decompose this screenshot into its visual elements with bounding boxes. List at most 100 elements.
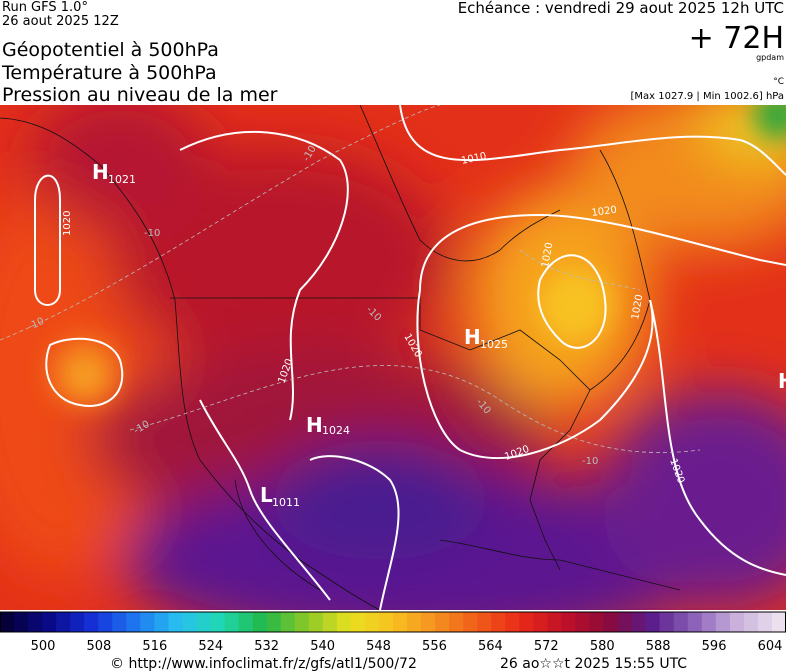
colorbar-label: 588 [646,639,671,654]
run-date: 26 aout 2025 12Z [2,14,119,29]
isotherms [0,105,701,453]
colorbar-swatch [336,612,352,632]
isobar-label: 1010 [460,151,487,167]
colorbar-swatch [98,612,113,632]
colorbar-swatch [56,612,71,632]
colorbar-swatch [743,612,759,632]
colorbar-swatch [421,612,436,632]
colorbar-swatch [70,612,85,632]
colorbar-swatch [378,612,394,632]
colorbar-swatch [14,612,29,632]
high-value: 1025 [480,338,508,351]
footer-source: © http://www.infoclimat.fr/z/gfs/atl1/50… [110,656,417,672]
footer-time: 26 ao☆☆t 2025 15:55 UTC [500,656,687,672]
colorbar-label: 572 [534,639,559,654]
colorbar-swatch [617,612,633,632]
colorbar-swatch [715,612,731,632]
unit-temperature: °C [773,77,784,87]
colorbar-swatch [224,612,240,632]
colorbar-label: 532 [254,639,279,654]
colorbar-swatch [645,612,661,632]
title-line: Température à 500hPa [1,62,217,84]
colorbar-swatch [547,612,562,632]
isobar-label: 1020 [62,211,73,236]
colorbar-swatch [210,612,226,632]
colorbar-label: 516 [142,639,167,654]
map-area: H 1021 H 1025 H 1024 L 1011 H 1020 1010 … [0,105,786,610]
low-symbol: L [260,483,273,507]
colorbar-swatch [393,612,408,632]
colorbar-swatch [350,612,366,632]
colorbar-swatch [771,612,786,632]
colorbar-swatch [294,612,310,632]
colorbar-swatch [112,612,127,632]
colorbar-swatch [322,612,338,632]
colorbar [0,611,786,633]
forecast-time: Echéance : vendredi 29 aout 2025 12h UTC [458,0,784,17]
colorbar-swatch [701,612,717,632]
high-symbol: H [778,369,786,393]
colorbar-swatch [364,612,380,632]
colorbar-swatch [238,612,254,632]
colorbar-label: 596 [702,639,727,654]
colorbar-swatch [575,612,590,632]
isotherm-label: -10 [582,456,598,467]
isobars [34,105,786,610]
high-value: 1024 [322,424,350,437]
colorbar-swatch [84,612,99,632]
high-symbol: H [464,325,481,349]
colorbar-swatch [196,612,212,632]
high-symbol: H [92,160,109,184]
isobar-label: 1020 [540,242,555,269]
isotherm-label: -10 [144,228,160,239]
low-value: 1011 [272,496,300,509]
title-line: Géopotentiel à 500hPa [2,39,219,61]
colorbar-swatch [449,612,464,632]
colorbar-label: 508 [87,639,112,654]
high-symbol: H [306,413,323,437]
colorbar-swatch [505,612,520,632]
colorbar-swatch [168,612,183,632]
colorbar-label: 556 [422,639,447,654]
high-value: 1021 [108,173,136,186]
colorbar-swatch [182,612,197,632]
colorbar-label: 564 [478,639,503,654]
colorbar-swatch [533,612,548,632]
colorbar-swatch [407,612,422,632]
colorbar-swatch [308,612,324,632]
colorbar-swatch [603,612,619,632]
isobar-label: 1020 [591,205,618,219]
colorbar-swatch [561,612,576,632]
unit-geopotential: gpdam [756,53,784,62]
colorbar-swatch [126,612,141,632]
isobar-label: 1020 [630,294,645,321]
colorbar-swatch [140,612,155,632]
colorbar-swatch [463,612,478,632]
colorbar-label: 540 [310,639,335,654]
colorbar-swatch [0,612,15,632]
colorbar-label: 500 [31,639,56,654]
colorbar-swatch [659,612,675,632]
colorbar-swatch [519,612,534,632]
colorbar-swatch [631,612,647,632]
colorbar-swatch [477,612,492,632]
run-label: Run GFS 1.0° [2,0,88,15]
lead-time: + 72H [689,21,784,56]
title-line: Pression au niveau de la mer [2,84,278,106]
colorbar-swatch [673,612,689,632]
colorbar-swatch [280,612,296,632]
colorbar-swatch [435,612,450,632]
colorbar-swatch [589,612,605,632]
colorbar-swatch [28,612,43,632]
colorbar-swatch [266,612,282,632]
colorbar-label: 548 [366,639,391,654]
colorbar-swatch [42,612,57,632]
colorbar-swatch [757,612,773,632]
coastlines [0,105,681,610]
colorbar-swatch [154,612,169,632]
colorbar-swatch [491,612,506,632]
colorbar-label: 524 [198,639,223,654]
colorbar-swatch [729,612,745,632]
